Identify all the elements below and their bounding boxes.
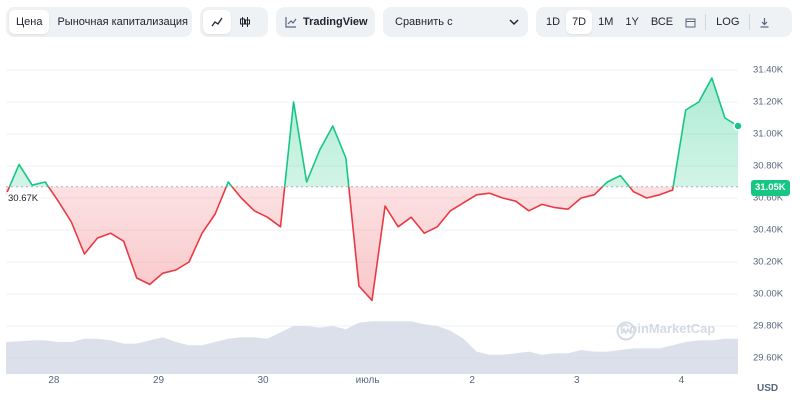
compare-select[interactable]: Сравнить с [383, 7, 528, 37]
y-tick-label: 31.00K [753, 128, 784, 140]
log-scale-toggle[interactable]: LOG [716, 16, 740, 28]
x-tick-label: 28 [48, 375, 60, 386]
tab-price[interactable]: Цена [9, 10, 50, 34]
y-tick-label: 29.80K [753, 320, 784, 332]
candlestick-button[interactable] [231, 10, 259, 34]
y-tick-label: 29.60K [753, 352, 784, 364]
price-chart[interactable]: 31.40K 31.20K 31.00K 30.80K 30.60K 30.40K 30.2… [0, 54, 800, 406]
price-chart-svg [5, 69, 743, 374]
x-tick-label: 4 [678, 375, 685, 386]
y-tick-label: 30.00K [753, 288, 784, 300]
y-tick-label: 31.40K [753, 64, 784, 76]
download-button[interactable] [753, 10, 776, 34]
y-tick-label: 30.80K [753, 160, 784, 172]
price-line-above [8, 77, 739, 187]
x-tick-label: 2 [469, 375, 475, 386]
x-tick-label: 29 [152, 375, 165, 386]
current-price-dot [733, 121, 743, 131]
coinmarketcap-logo-icon [616, 321, 636, 341]
line-chart-icon [211, 17, 223, 27]
download-icon [760, 17, 769, 28]
reference-price-label: 30.67K [5, 192, 42, 206]
compare-placeholder: Сравнить с [395, 16, 453, 28]
current-price-badge: 31.05K [751, 180, 790, 196]
range-7d[interactable]: 7D [566, 10, 593, 34]
trending-line-icon [285, 17, 297, 28]
price-area-below [6, 186, 674, 301]
watermark-text: CoinMarketCap [620, 321, 716, 336]
range-all[interactable]: ВСЕ [650, 16, 674, 28]
tradingview-label: TradingView [303, 16, 368, 28]
x-tick-label: июль [355, 375, 380, 386]
tradingview-button[interactable]: TradingView [276, 7, 375, 37]
candlestick-icon [240, 17, 250, 27]
range-1d[interactable]: 1D [546, 16, 561, 28]
date-range-button[interactable] [679, 10, 702, 34]
line-chart-button[interactable] [203, 10, 231, 34]
divider [705, 14, 707, 30]
chart-toolbar: Цена Рыночная капитализация TradingView … [0, 0, 800, 46]
y-tick-label: 31.20K [753, 96, 784, 108]
y-tick-label: 30.40K [753, 224, 784, 236]
calendar-icon [685, 18, 696, 27]
chevron-down-icon [509, 19, 519, 26]
price-marketcap-switch: Цена Рыночная капитализация [6, 7, 192, 37]
x-tick-label: 30 [257, 375, 269, 386]
y-tick-label: 30.20K [753, 256, 784, 268]
price-line-below [5, 186, 674, 302]
divider [749, 14, 751, 30]
chart-type-switch [200, 7, 268, 37]
volume-area [6, 321, 738, 374]
x-tick-label: 3 [574, 375, 580, 386]
tab-market-cap[interactable]: Рыночная капитализация [57, 16, 189, 28]
coinmarketcap-watermark: CoinMarketCap [616, 321, 716, 341]
time-range-switch: 1D 7D 1M 1Y ВСЕ LOG [536, 7, 792, 37]
currency-label: USD [757, 383, 779, 394]
range-1m[interactable]: 1M [598, 16, 614, 28]
y-tick-label: 30.60K [753, 192, 784, 204]
range-1y[interactable]: 1Y [625, 16, 639, 28]
